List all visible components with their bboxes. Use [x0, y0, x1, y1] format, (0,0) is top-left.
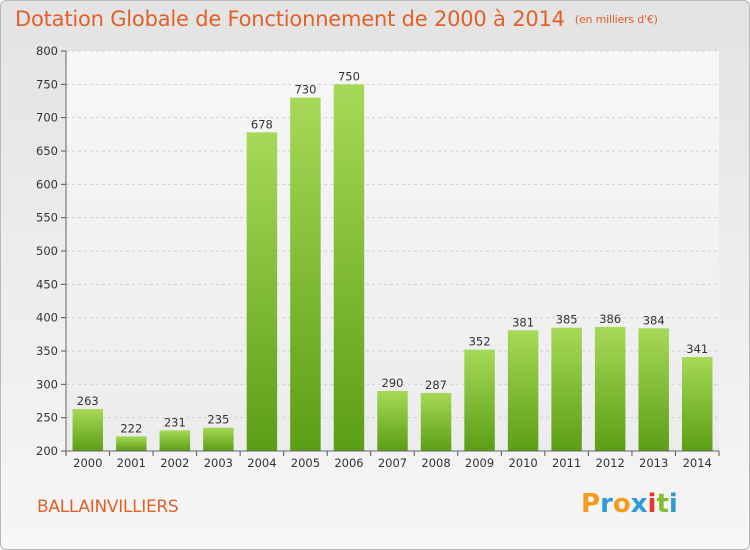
x-tick-label: 2011 — [552, 456, 581, 470]
bar-2014 — [681, 357, 713, 451]
bar-2005 — [290, 97, 321, 452]
y-tick-label: 650 — [36, 144, 58, 158]
bar-2008 — [420, 393, 452, 451]
y-tick-label: 600 — [36, 177, 58, 191]
data-label-2000: 263 — [77, 394, 99, 408]
y-tick-label: 550 — [36, 211, 58, 225]
y-tick-label: 400 — [36, 311, 58, 325]
logo-letter: o — [612, 489, 631, 519]
x-tick-label: 2005 — [291, 456, 320, 470]
x-tick-label: 2012 — [596, 456, 625, 470]
x-tick-label: 2014 — [683, 456, 712, 470]
data-label-2002: 231 — [164, 415, 186, 429]
logo-letter: i — [647, 489, 657, 519]
bar-2009 — [464, 349, 495, 451]
x-tick-label: 2000 — [73, 456, 102, 470]
grid-lines — [66, 50, 719, 452]
bar-2013 — [638, 328, 669, 451]
x-tick-label: 2001 — [117, 456, 146, 470]
x-tick-label: 2010 — [508, 456, 537, 470]
bar-2006 — [333, 84, 365, 451]
bar-2003 — [203, 427, 234, 451]
data-label-2003: 235 — [207, 413, 229, 427]
data-label-2011: 385 — [556, 313, 578, 327]
y-tick-label: 800 — [36, 44, 58, 58]
x-tick-label: 2008 — [421, 456, 450, 470]
y-axis: 200 250 300 350 400 450 500 550 600 650 700 750 800 — [36, 44, 67, 458]
bar-2012 — [594, 327, 626, 451]
y-tick-label: 700 — [36, 111, 58, 125]
commune-name: BALLAINVILLIERS — [37, 497, 179, 517]
data-label-2005: 730 — [294, 83, 316, 97]
logo-letter: x — [630, 489, 648, 519]
bar-2011 — [551, 327, 582, 451]
logo-letter: t — [656, 489, 669, 519]
chart-title: Dotation Globale de Fonctionnement de 20… — [15, 7, 658, 31]
data-label-2014: 341 — [686, 342, 708, 356]
data-label-2001: 222 — [120, 421, 142, 435]
logo-letter: r — [600, 489, 613, 519]
logo-letter: P — [581, 489, 601, 519]
bar-2001 — [116, 436, 147, 451]
y-tick-label: 500 — [36, 244, 58, 258]
bar-2007 — [377, 391, 408, 451]
data-label-2009: 352 — [469, 335, 491, 349]
x-tick-label: 2003 — [204, 456, 233, 470]
x-tick-label: 2004 — [247, 456, 276, 470]
data-label-2004: 678 — [251, 117, 273, 131]
bar-2002 — [159, 430, 191, 451]
x-tick-label: 2002 — [160, 456, 189, 470]
data-label-2010: 381 — [512, 315, 534, 329]
x-axis: 2000 2001 2002 2003 2004 2005 2006 2007 2008 2009… — [65, 450, 720, 470]
chart-unit-label: (en milliers d'€) — [574, 13, 658, 26]
y-tick-label: 250 — [36, 411, 58, 425]
chart-title-text: Dotation Globale de Fonctionnement de 20… — [15, 7, 565, 31]
bar-2000 — [72, 409, 104, 451]
data-label-2007: 290 — [382, 376, 404, 390]
x-tick-label: 2006 — [334, 456, 363, 470]
logo-letter: i — [668, 489, 678, 519]
x-tick-label: 2013 — [639, 456, 668, 470]
y-tick-label: 300 — [36, 377, 58, 391]
data-label-2013: 384 — [643, 313, 665, 327]
y-tick-label: 350 — [36, 344, 58, 358]
x-tick-label: 2009 — [465, 456, 494, 470]
y-tick-label: 450 — [36, 277, 58, 291]
bars: 263 222 231 235 678 730 750 290 287 352 381 385 386 3… — [72, 69, 713, 452]
x-tick-label: 2007 — [378, 456, 407, 470]
y-tick-label: 200 — [36, 444, 58, 458]
bar-2004 — [246, 132, 278, 452]
y-tick-label: 750 — [36, 77, 58, 91]
data-label-2008: 287 — [425, 378, 447, 392]
bar-2010 — [507, 330, 539, 451]
data-label-2006: 750 — [338, 69, 360, 83]
proxiti-logo: Proxiti — [581, 489, 678, 519]
data-label-2012: 386 — [599, 312, 621, 326]
